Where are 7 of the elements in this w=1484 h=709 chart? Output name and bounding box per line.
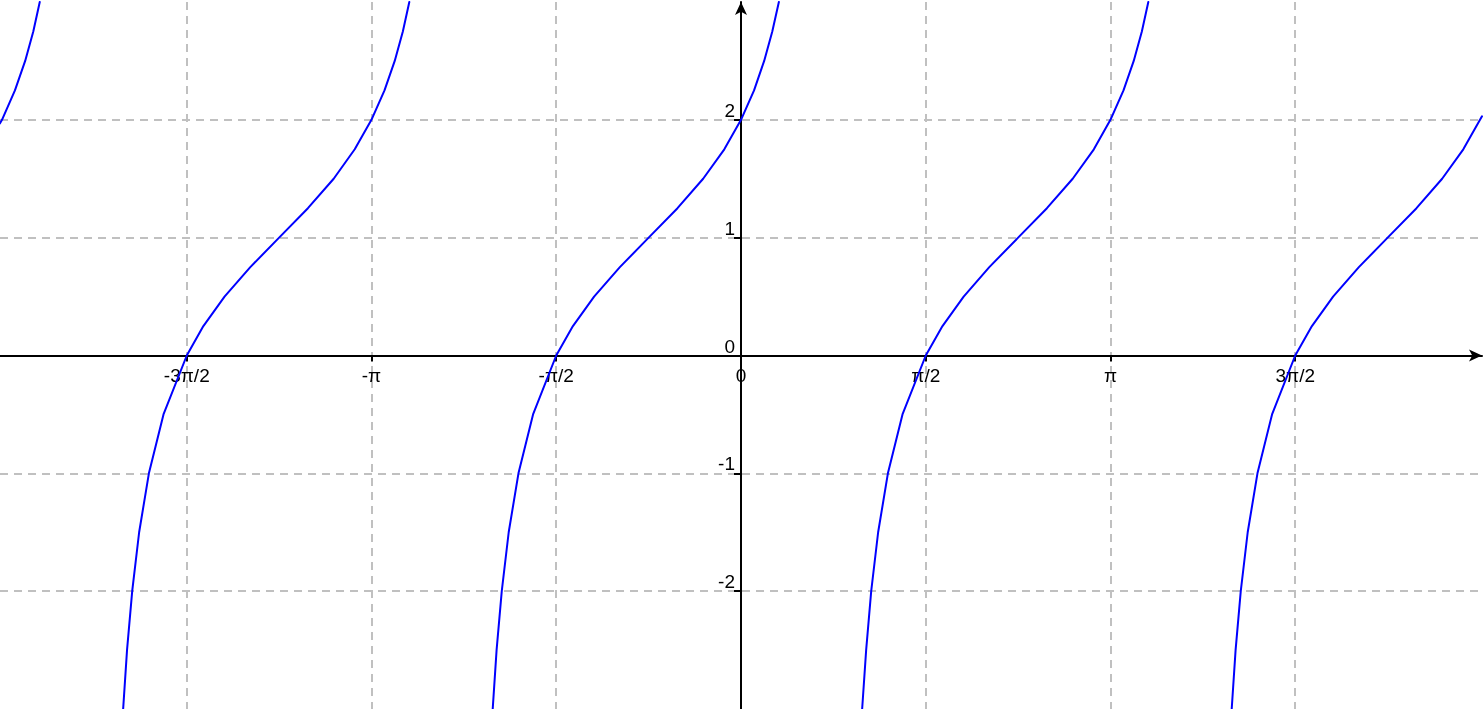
y-tick-label: 1 <box>724 217 735 239</box>
y-tick-label: 0 <box>724 335 735 357</box>
x-tick-label: -π <box>361 364 382 386</box>
y-tick-label: 2 <box>724 99 735 121</box>
y-tick-label: -2 <box>718 571 735 593</box>
y-tick-label: -1 <box>718 453 735 475</box>
x-tick-label: π <box>1104 364 1118 386</box>
